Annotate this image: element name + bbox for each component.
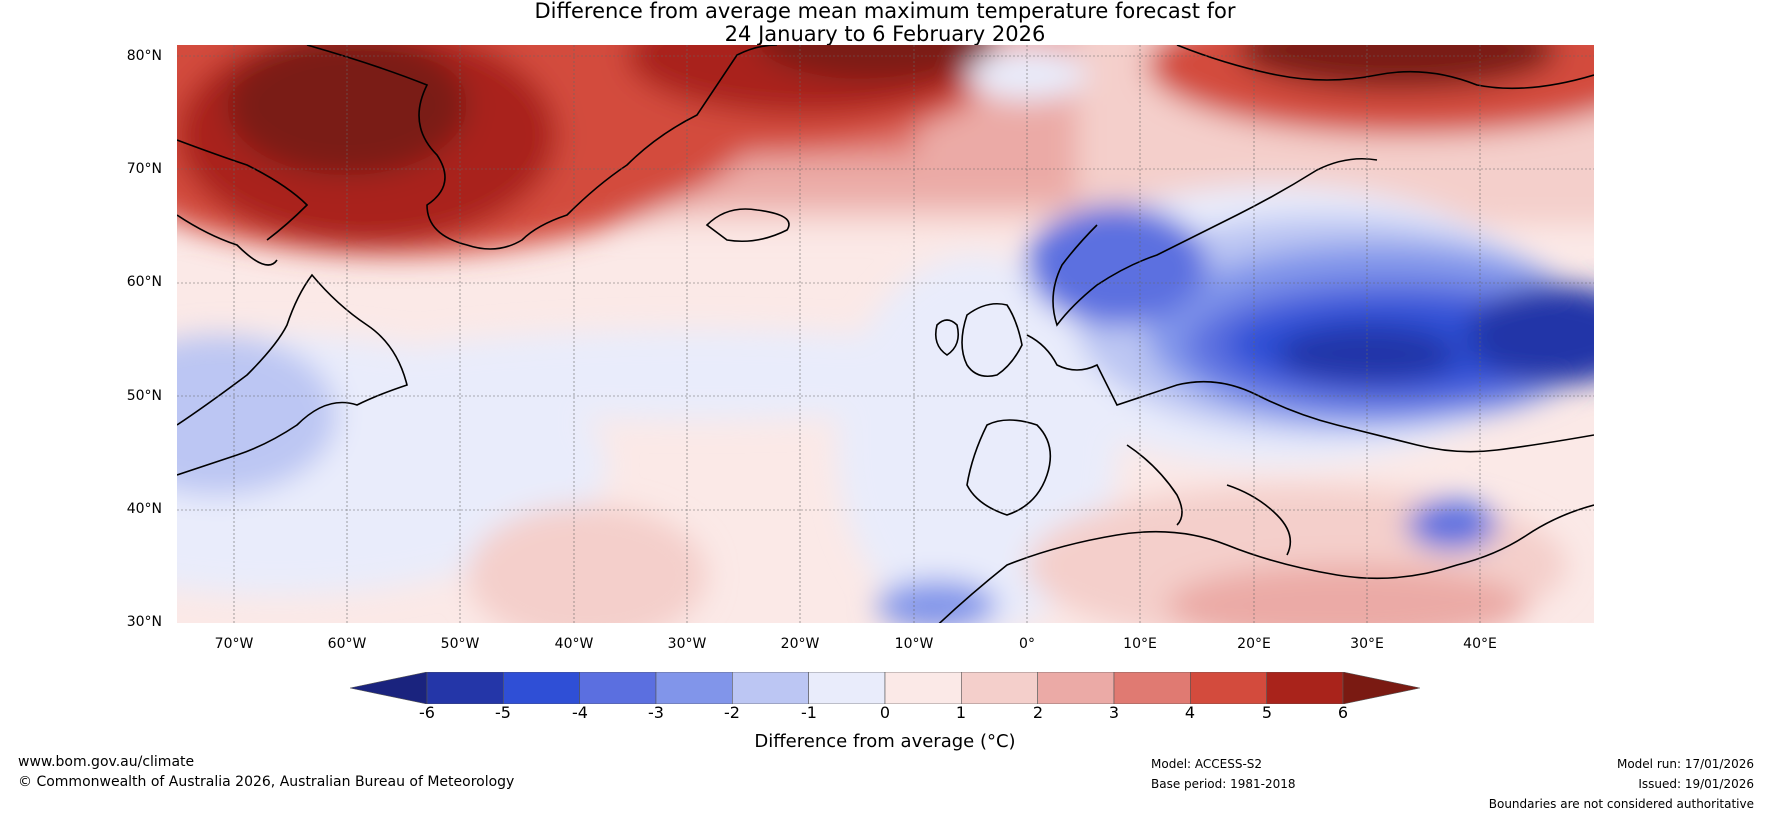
colorbar-tick-label: 1 [955,703,967,722]
copyright-notice: © Commonwealth of Australia 2026, Austra… [18,774,515,790]
lon-label-70w: 70°W [214,636,254,652]
lon-label-20w: 20°W [780,636,820,652]
colorbar-segment [503,672,580,704]
colorbar-title: Difference from average (°C) [754,731,1016,752]
lat-label-50n: 50°N [126,388,162,404]
anomaly-field [177,45,1594,623]
lat-label-60n: 60°N [126,274,162,290]
lat-label-80n: 80°N [126,48,162,64]
boundaries-disclaimer: Boundaries are not considered authoritat… [1488,797,1754,811]
colorbar-extend-low [350,672,428,704]
colorbar-tick-label: 6 [1337,703,1349,722]
colorbar-tick-label: -1 [801,703,817,722]
coastlines [177,45,1594,623]
lat-label-70n: 70°N [126,161,162,177]
model-run-date: Model run: 17/01/2026 [1616,757,1754,771]
lon-label-10w: 10°W [894,636,934,652]
colorbar-tick-label: -3 [648,703,664,722]
lon-label-30w: 30°W [667,636,707,652]
issued-date: Issued: 19/01/2026 [1638,777,1754,791]
lat-label-30n: 30°N [126,614,162,630]
colorbar-extend-high [1342,672,1420,704]
lon-label-20e: 20°E [1237,636,1271,652]
colorbar-tick-label: 0 [879,703,891,722]
colorbar-segment [1037,672,1115,704]
colorbar-segment [1190,672,1267,704]
title-line-1: Difference from average mean maximum tem… [534,0,1236,23]
colorbar-tick-label: 4 [1184,703,1196,722]
lon-label-60w: 60°W [327,636,367,652]
gridlines [177,45,1594,623]
colorbar-tick-label: 5 [1261,703,1273,722]
temperature-anomaly-map [177,45,1594,623]
lon-label-40w: 40°W [554,636,594,652]
website-url: www.bom.gov.au/climate [18,754,195,770]
base-period: Base period: 1981-2018 [1151,777,1296,791]
colorbar-segment [732,672,809,704]
model-name: Model: ACCESS-S2 [1151,757,1263,771]
colorbar [350,672,1420,704]
colorbar-segment [579,672,657,704]
lon-label-50w: 50°W [440,636,480,652]
colorbar-segment [1266,672,1344,704]
colorbar-tick-label: -2 [724,703,740,722]
colorbar-tick-label: -4 [572,703,588,722]
lat-label-40n: 40°N [126,501,162,517]
colorbar-tick-label: -6 [419,703,435,722]
title-line-2: 24 January to 6 February 2026 [724,22,1046,46]
lon-label-10e: 10°E [1123,636,1157,652]
lon-label-0: 0° [1019,636,1035,652]
colorbar-segment [426,672,504,704]
colorbar-segment [655,672,733,704]
colorbar-segment [1113,672,1191,704]
colorbar-tick-label: -5 [495,703,511,722]
colorbar-tick-label: 3 [1108,703,1120,722]
colorbar-segment [961,672,1038,704]
colorbar-tick-label: 2 [1032,703,1044,722]
lon-label-30e: 30°E [1350,636,1384,652]
lon-label-40e: 40°E [1463,636,1497,652]
colorbar-segment [808,672,886,704]
colorbar-segment [884,672,962,704]
